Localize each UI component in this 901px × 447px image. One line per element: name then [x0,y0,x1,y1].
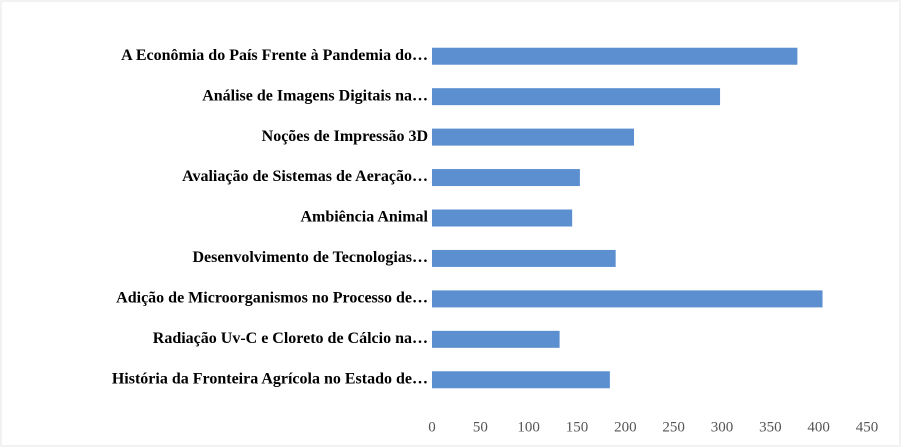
bar [432,88,721,106]
y-tick-label: Radiação Uv-C e Cloreto de Cálcio na… [153,330,428,347]
bar [432,128,635,146]
x-tick-label: 50 [473,419,488,435]
y-tick-label: Desenvolvimento de Tecnologias… [192,249,428,266]
x-tick-label: 250 [662,419,685,435]
bar [432,169,580,187]
y-tick-label: Noções de Impressão 3D [262,128,428,145]
y-tick-label: A Econômia do País Frente à Pandemia do… [121,47,428,64]
bar [432,249,616,267]
bar [432,330,560,348]
x-tick-label: 350 [759,419,782,435]
y-tick-label: Adição de Microorganismos no Processo de… [116,290,428,307]
bar [432,371,610,389]
x-tick-label: 200 [614,419,637,435]
x-tick-label: 100 [517,419,540,435]
bar [432,209,573,227]
x-tick-label: 450 [856,419,879,435]
bar [432,47,798,65]
bar [432,290,823,308]
x-tick-label: 150 [566,419,589,435]
y-tick-label: História da Fronteira Agrícola no Estado… [112,370,428,387]
y-tick-label: Análise de Imagens Digitais na… [202,87,428,104]
y-tick-label: Ambiência Animal [300,209,428,226]
y-tick-label: Avaliação de Sistemas de Aeração… [182,168,428,185]
x-tick-label: 400 [807,419,830,435]
x-tick-label: 0 [428,419,436,435]
x-tick-label: 300 [711,419,734,435]
